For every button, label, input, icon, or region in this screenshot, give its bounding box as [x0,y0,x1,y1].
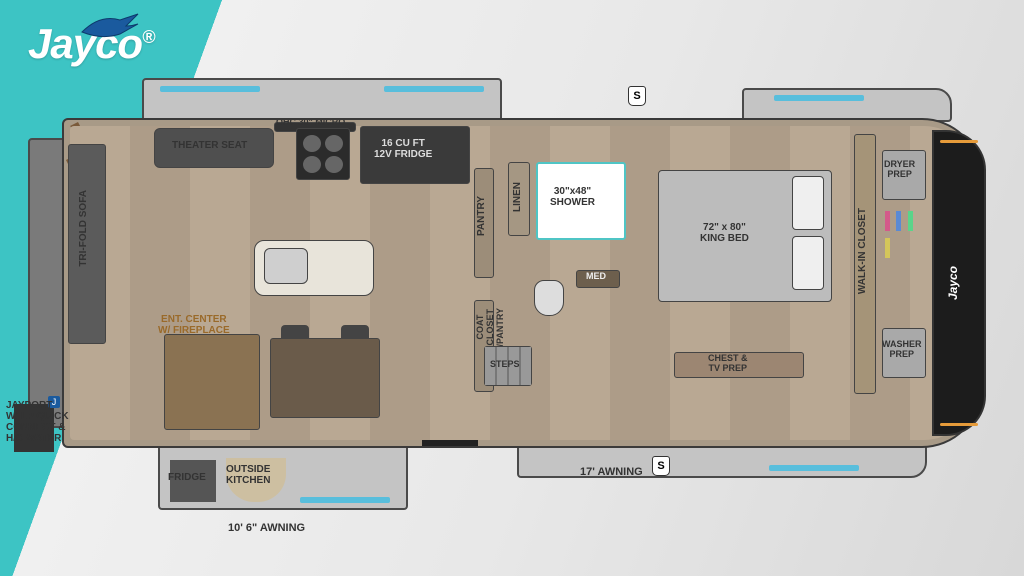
fridge-label: 16 CU FT 12V FRIDGE [374,138,432,160]
closet-label: WALK-IN CLOSET [857,208,868,294]
sofa-label: TRI-FOLD SOFA [78,190,89,267]
brand-logo: Jayco® [28,20,154,68]
washer-label: WASHER PREP [882,340,922,360]
awning2-label: 17' AWNING [580,466,643,478]
dinette-table [270,338,380,418]
micro-label: OHC 30" MICRO [276,118,345,128]
slideout-rear [28,138,66,428]
front-cap: Jayco [932,130,986,436]
jayport-label: JAYPORT W/ LP QUICK CONNECT & H/C WATER [6,400,86,444]
sink [264,248,308,284]
s-badge: S [652,456,670,476]
hangers-icon [884,210,920,310]
outfridge-label: FRIDGE [168,472,206,483]
pillow [792,176,824,230]
slideout-top-bedroom [742,88,952,122]
rv-body: OHC TRI-FOLD SOFA THEATER SEAT OHC 30" M… [62,118,982,448]
steps-label: STEPS [490,360,520,370]
bird-icon [80,12,140,40]
slideout-bottom-bedroom [517,444,927,478]
dryer-label: DRYER PREP [884,160,915,180]
awning1-label: 10' 6" AWNING [228,522,305,534]
entry-door [422,440,478,448]
chest-label: CHEST & TV PREP [708,354,748,374]
bed-label: 72" x 80" KING BED [700,222,749,244]
pantry-label: PANTRY [476,196,487,236]
toilet [534,280,564,316]
nose-brand: Jayco [946,266,960,300]
entertainment-center [164,334,260,430]
slideout-top-living [142,78,502,122]
linen-label: LINEN [512,182,523,212]
med-label: MED [586,272,606,282]
coat-label: COAT CLOSET /PANTRY [476,308,506,347]
pillow [792,236,824,290]
outkitchen-label: OUTSIDE KITCHEN [226,464,270,486]
ent-label: ENT. CENTER W/ FIREPLACE [158,314,230,336]
theater-label: THEATER SEAT [172,140,247,151]
floorplan-diagram: OHC TRI-FOLD SOFA THEATER SEAT OHC 30" M… [62,118,982,448]
s-badge: S [628,86,646,106]
stove [296,128,350,180]
shower-label: 30"x48" SHOWER [550,186,595,208]
